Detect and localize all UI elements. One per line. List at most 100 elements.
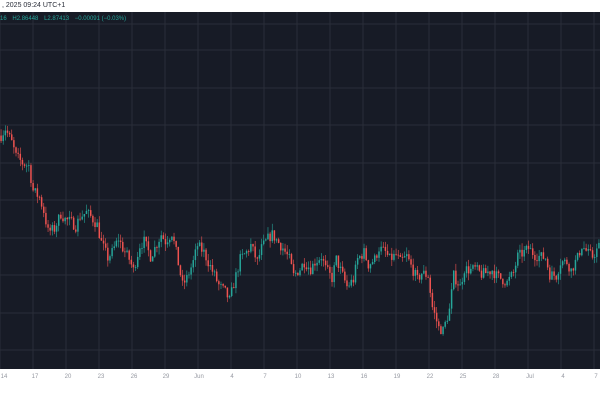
x-tick-label: Jul — [526, 374, 534, 380]
candle — [423, 264, 425, 275]
ohlc-legend: 16 H2.86448 L2.87413 −0.00091 (−0.03%) — [0, 14, 130, 24]
candle-body — [596, 248, 598, 258]
candle-body — [190, 267, 192, 275]
candle — [17, 148, 19, 159]
time-axis-bar[interactable]: 14 17 20 23 26 29 Jun 4 7 10 13 16 19 22 25 28 Jul 4 7 — [0, 369, 600, 400]
candle-body — [277, 239, 280, 243]
candle-body — [461, 281, 464, 285]
candle — [487, 265, 489, 277]
candle-body — [354, 264, 357, 283]
candle-body — [403, 256, 406, 258]
x-tick-label: 14 — [1, 374, 8, 380]
candle — [395, 248, 397, 256]
candle — [224, 285, 227, 289]
candle — [136, 251, 139, 270]
candle-body — [504, 284, 506, 286]
candle-body — [72, 217, 75, 230]
x-tick-label: 26 — [131, 374, 138, 380]
candle — [371, 258, 374, 265]
candle — [322, 255, 325, 267]
candle — [380, 241, 382, 255]
candle — [472, 264, 474, 272]
candle — [181, 269, 184, 286]
candle-body — [32, 182, 34, 191]
candle-body — [10, 134, 13, 141]
candle-body — [391, 253, 393, 260]
candle — [162, 232, 165, 240]
candle — [218, 279, 220, 291]
x-tick-label: Jun — [194, 374, 204, 380]
candle — [442, 326, 444, 336]
candle-body — [373, 255, 376, 263]
candle-body — [235, 272, 237, 289]
candle — [354, 260, 357, 285]
candle-body — [467, 266, 470, 274]
candle-body — [115, 240, 118, 247]
price-chart[interactable] — [0, 12, 600, 369]
candle-body — [337, 255, 340, 268]
candle-body — [557, 273, 560, 280]
candle — [87, 208, 90, 218]
candle — [480, 264, 483, 281]
candle-body — [151, 256, 154, 262]
candle-body — [233, 287, 235, 289]
candle — [94, 217, 96, 232]
candle — [13, 136, 15, 154]
candle — [177, 246, 180, 266]
candle — [60, 211, 62, 220]
candle — [51, 222, 54, 236]
candle — [299, 268, 301, 277]
candle-body — [463, 273, 466, 282]
candle — [527, 240, 530, 254]
candle-body — [376, 255, 378, 258]
candle — [408, 250, 410, 261]
candle — [267, 227, 269, 240]
candle-body — [53, 225, 56, 232]
candle — [425, 266, 427, 280]
candle — [134, 265, 137, 272]
candle-body — [254, 246, 256, 258]
candle-body — [301, 263, 303, 271]
chart-panel[interactable]: 16 H2.86448 L2.87413 −0.00091 (−0.03%) — [0, 12, 600, 369]
candle — [309, 260, 312, 276]
candle — [220, 281, 222, 289]
candle — [344, 268, 346, 284]
candle — [258, 249, 261, 262]
candle — [564, 257, 566, 265]
candle — [25, 163, 28, 173]
candle-body — [111, 248, 113, 257]
candle-body — [243, 253, 246, 255]
candle — [230, 282, 233, 298]
candle-body — [425, 270, 427, 277]
candle-body — [309, 267, 312, 275]
candle-body — [245, 251, 248, 254]
candle-body — [378, 251, 380, 258]
candle — [388, 253, 391, 256]
candle — [23, 163, 26, 168]
candle-body — [531, 248, 534, 255]
candle-body — [497, 271, 500, 274]
candle — [160, 230, 162, 248]
candle-body — [77, 218, 79, 232]
candle-body — [540, 252, 543, 256]
candle-body — [388, 253, 391, 255]
candle-body — [320, 259, 323, 261]
candle — [151, 256, 154, 262]
candle — [546, 256, 549, 271]
candle-body — [258, 255, 261, 259]
candle-body — [572, 268, 575, 271]
candle-body — [284, 248, 286, 252]
candle — [397, 249, 399, 260]
candle-body — [109, 256, 111, 261]
candle-body — [534, 254, 536, 261]
candle — [6, 125, 9, 138]
candle — [70, 211, 73, 220]
candle — [561, 260, 564, 269]
candle-body — [314, 263, 316, 266]
candle-body — [132, 264, 135, 268]
candle-body — [429, 277, 431, 293]
candle — [551, 265, 553, 280]
header-bar: , 2025 09:24 UTC+1 — [0, 0, 600, 12]
candle — [350, 274, 352, 288]
candle-body — [361, 256, 363, 259]
